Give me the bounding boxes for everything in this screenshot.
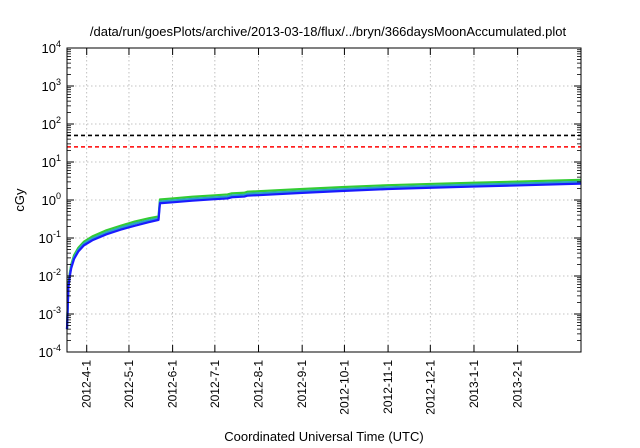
y-tick-label: 101 (42, 153, 61, 170)
reference-lines (67, 134, 581, 148)
y-tick-label: 10-4 (39, 343, 61, 360)
x-axis: 2012-4-1 2012-5-1 2012-6-1 2012-7-1 2012-8-1… (80, 48, 525, 415)
x-tick-label: 2013-2-1 (511, 360, 525, 408)
y-tick-label: 10-2 (39, 267, 61, 284)
grid (67, 48, 581, 352)
x-tick-label: 2012-10-1 (337, 360, 351, 415)
y-tick-label: 103 (42, 77, 61, 94)
x-tick-label: 2012-9-1 (295, 360, 309, 408)
x-tick-label: 2012-5-1 (122, 360, 136, 408)
y-tick-label: 10-3 (39, 305, 61, 322)
x-tick-label: 2012-7-1 (208, 360, 222, 408)
x-tick-label: 2012-11-1 (381, 360, 395, 414)
y-tick-label: 100 (42, 191, 61, 208)
y-tick-label: 102 (42, 115, 61, 132)
y-tick-label: 104 (42, 39, 61, 56)
x-tick-label: 2012-12-1 (423, 360, 437, 415)
x-tick-label: 2012-8-1 (252, 360, 266, 408)
series-line (65, 182, 582, 330)
x-tick-label: 2012-4-1 (80, 360, 94, 408)
x-tick-label: 2012-6-1 (166, 360, 180, 408)
chart-title: /data/run/goesPlots/archive/2013-03-18/f… (90, 24, 567, 39)
x-tick-label: 2013-1-1 (467, 360, 481, 408)
y-axis: 10-4 10-3 10-2 10-1 100 101 102 103 104 (39, 39, 581, 360)
y-axis-label: cGy (12, 188, 27, 212)
series-line (65, 178, 582, 330)
x-axis-label: Coordinated Universal Time (UTC) (224, 429, 423, 444)
series-group (65, 178, 582, 330)
series-line (65, 180, 582, 330)
y-tick-label: 10-1 (39, 229, 61, 246)
